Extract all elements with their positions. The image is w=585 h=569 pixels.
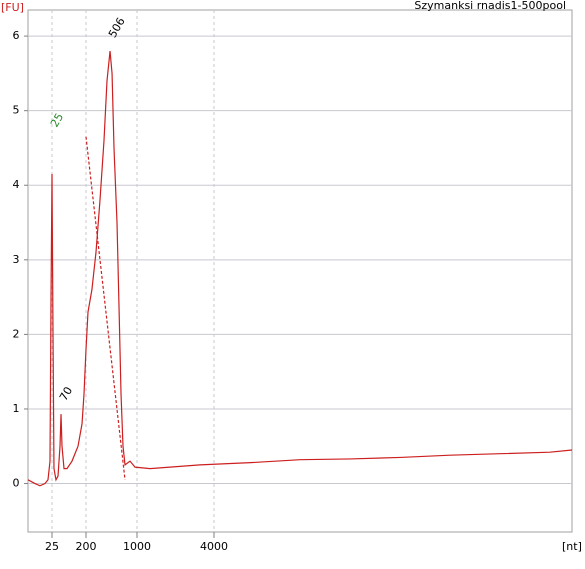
y-tick-label: 2 [13,327,20,340]
x-tick-label: 200 [76,540,97,553]
x-tick-label: 1000 [123,540,151,553]
trace-line [27,50,573,487]
x-tick-label: 25 [45,540,59,553]
peak-label: 25 [48,111,66,130]
y-tick-label: 3 [13,253,20,266]
chart-title: Szymanksi rnadis1-500pool [414,0,566,12]
y-tick-label: 0 [13,477,20,490]
y-tick-label: 1 [13,402,20,415]
trace-line [85,136,126,480]
x-tick-label: 4000 [200,540,228,553]
x-axis-label: [nt] [562,540,582,553]
y-tick-label: 4 [13,178,20,191]
y-tick-label: 5 [13,104,20,117]
peak-label: 70 [57,385,75,404]
y-axis-label: [FU] [1,1,24,14]
y-tick-label: 6 [13,29,20,42]
